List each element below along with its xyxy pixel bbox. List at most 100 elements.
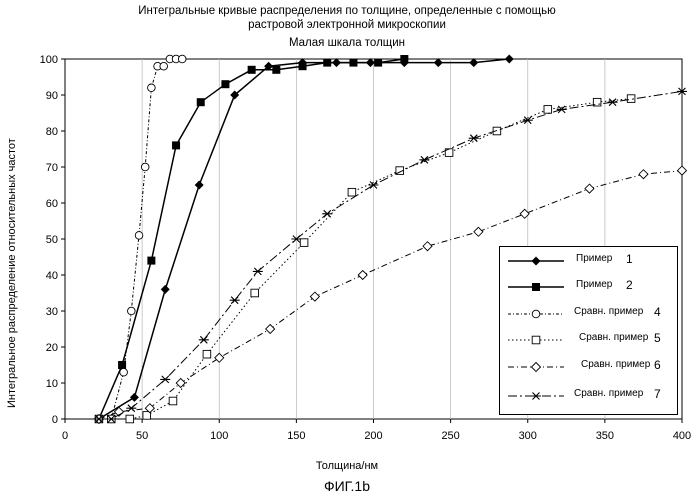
series-5-point — [169, 397, 177, 405]
series-2-point — [374, 59, 382, 67]
y-tick-label: 30 — [46, 306, 58, 318]
legend-number-7: 7 — [654, 387, 661, 401]
series-6-point — [423, 242, 432, 251]
x-tick-label: 400 — [673, 430, 691, 442]
series-6-point — [358, 271, 367, 280]
series-4-point — [148, 84, 156, 92]
legend-number-6: 6 — [654, 358, 661, 372]
y-tick-label: 60 — [46, 198, 58, 210]
series-4-point — [178, 55, 186, 63]
x-tick-label: 150 — [287, 430, 305, 442]
series-5-point — [544, 106, 552, 114]
series-2-point — [197, 98, 205, 106]
x-tick-label: 350 — [596, 430, 614, 442]
series-1-point — [161, 285, 170, 294]
legend-number-1: 1 — [626, 252, 633, 266]
legend-name-5: Сравн. пример — [579, 332, 648, 343]
x-tick-label: 0 — [62, 430, 68, 442]
series-2-point — [349, 59, 357, 67]
series-5-point — [203, 350, 211, 358]
legend-number-2: 2 — [626, 278, 633, 292]
series-5-point — [300, 239, 308, 247]
series-2-point — [118, 361, 126, 369]
series-2-point — [221, 80, 229, 88]
legend-marker — [532, 310, 540, 318]
legend-name-1: Пример — [576, 253, 612, 264]
series-6-point — [310, 292, 319, 301]
series-6-point — [215, 353, 224, 362]
series-4-point — [160, 62, 168, 70]
series-7-point — [608, 99, 618, 106]
series-4-point — [135, 232, 143, 240]
series-4-point — [120, 368, 128, 376]
y-tick-label: 100 — [40, 54, 58, 66]
series-1-point — [195, 181, 204, 190]
series-2-point — [323, 59, 331, 67]
y-tick-label: 70 — [46, 162, 58, 174]
series-2-point — [147, 257, 155, 265]
series-6-point — [266, 325, 275, 334]
series-1-point — [505, 55, 514, 64]
legend-number-4: 4 — [654, 305, 661, 319]
series-2-point — [299, 62, 307, 70]
x-tick-label: 200 — [364, 430, 382, 442]
legend-swatch-7 — [500, 386, 570, 406]
legend-name-2: Пример — [576, 279, 612, 290]
series-2-point — [272, 66, 280, 74]
figure-caption: ФИГ.1b — [0, 478, 694, 494]
x-tick-label: 50 — [136, 430, 148, 442]
y-tick-label: 40 — [46, 270, 58, 282]
legend-marker — [531, 393, 541, 400]
series-7-point — [199, 336, 209, 343]
series-7-point — [469, 135, 479, 142]
legend-swatch-5 — [500, 330, 570, 350]
legend-swatch-2 — [500, 277, 570, 297]
legend-swatch-6 — [500, 357, 570, 377]
legend-marker — [532, 257, 541, 266]
legend-entry-5: Сравн. пример 5 — [500, 330, 679, 350]
series-2-point — [172, 141, 180, 149]
legend-marker — [532, 363, 541, 372]
series-7-point — [419, 156, 429, 163]
x-tick-label: 100 — [210, 430, 228, 442]
series-5-point — [348, 188, 356, 196]
legend-entry-1: Пример 1 — [500, 251, 679, 271]
x-tick-label: 300 — [519, 430, 537, 442]
series-4 — [95, 55, 186, 423]
y-tick-label: 10 — [46, 378, 58, 390]
x-axis-label: Толщина/нм — [0, 460, 694, 472]
legend: Пример 1 Пример 2 Сравн. пример 4 Сравн.… — [499, 246, 678, 415]
legend-swatch-1 — [500, 251, 570, 271]
series-4-point — [141, 163, 149, 171]
series-2-point — [400, 55, 408, 63]
legend-entry-2: Пример 2 — [500, 277, 679, 297]
series-2-line — [99, 59, 405, 419]
legend-name-6: Сравн. пример — [581, 359, 650, 370]
y-tick-label: 0 — [52, 414, 58, 426]
series-5-point — [251, 289, 259, 297]
legend-name-4: Сравн. пример — [574, 306, 643, 317]
legend-marker — [532, 283, 540, 291]
y-axis-label: Интегральное распределение относительных… — [6, 138, 18, 408]
series-5-point — [126, 415, 134, 423]
series-6-point — [585, 184, 594, 193]
series-4-point — [128, 307, 136, 315]
series-6-point — [639, 170, 648, 179]
legend-marker — [532, 336, 540, 344]
legend-entry-7: Сравн. пример 7 — [500, 386, 679, 406]
y-tick-label: 50 — [46, 234, 58, 246]
x-tick-label: 250 — [441, 430, 459, 442]
legend-entry-4: Сравн. пример 4 — [500, 304, 679, 324]
legend-number-5: 5 — [654, 331, 661, 345]
legend-entry-6: Сравн. пример 6 — [500, 357, 679, 377]
y-tick-label: 80 — [46, 126, 58, 138]
legend-swatch-4 — [500, 304, 570, 324]
series-7-point — [230, 297, 240, 304]
series-1-point — [130, 393, 139, 402]
series-2-point — [248, 66, 256, 74]
y-tick-label: 20 — [46, 342, 58, 354]
legend-name-7: Сравн. пример — [574, 388, 643, 399]
series-6-point — [474, 227, 483, 236]
y-tick-label: 90 — [46, 90, 58, 102]
series-6-point — [678, 166, 687, 175]
